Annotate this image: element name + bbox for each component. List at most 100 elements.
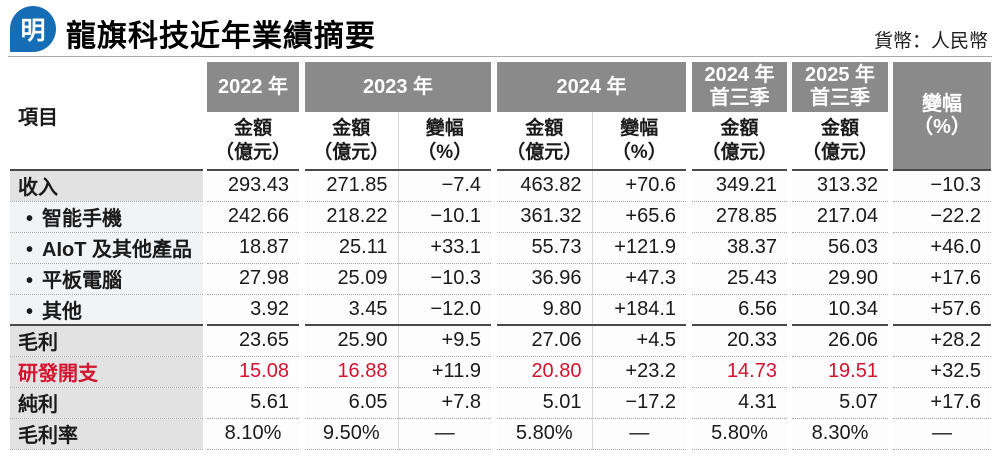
table-cell: 5.07 <box>792 387 888 419</box>
column-gutter <box>787 418 792 449</box>
column-gutter <box>299 170 305 201</box>
column-gutter <box>299 201 305 232</box>
table-cell: +47.3 <box>591 263 686 295</box>
table-cell: 25.11 <box>305 232 398 264</box>
table-row-others: • 其他 3.92 3.45 −12.0 9.80 +184.1 6.56 10.… <box>10 294 991 326</box>
table-cell: 217.04 <box>792 201 888 233</box>
subheader-amount: 金額 （億元） <box>692 112 787 171</box>
table-cell: 20.80 <box>497 356 592 388</box>
year-header-2025q3: 2025 年首三季 <box>792 62 888 112</box>
table-cell: 8.10% <box>207 418 299 450</box>
bullet-icon: • <box>26 270 34 292</box>
row-label: 毛利 <box>10 324 203 357</box>
column-gutter <box>491 263 497 294</box>
column-gutter <box>203 232 207 263</box>
table-cell: 6.05 <box>305 387 398 419</box>
table-cell: +28.2 <box>893 324 991 357</box>
table-cell: 15.08 <box>207 356 299 388</box>
subheader-amount: 金額 （億元） <box>792 112 888 171</box>
table-row-aiot-other: • AIoT 及其他產品 18.87 25.11 +33.1 55.73 +121… <box>10 232 991 264</box>
table-cell: 16.88 <box>305 356 398 388</box>
subheader-change: 變幅 （%） <box>591 112 686 171</box>
table-cell: +57.6 <box>893 294 991 326</box>
column-gutter <box>491 387 497 418</box>
table-cell: 55.73 <box>497 232 592 264</box>
mingpao-logo-icon: 明 <box>10 6 56 52</box>
column-gutter <box>686 201 692 232</box>
row-label: • 其他 <box>10 294 203 326</box>
table-cell: 25.43 <box>692 263 787 295</box>
table-cell: 56.03 <box>792 232 888 264</box>
table-cell: 18.87 <box>207 232 299 264</box>
column-gutter <box>299 294 305 325</box>
table-row-revenue: 收入 293.43 271.85 −7.4 463.82 +70.6 349.2… <box>10 170 991 202</box>
table-cell: 25.09 <box>305 263 398 295</box>
column-gutter <box>888 356 893 387</box>
table-cell: 25.90 <box>305 324 398 357</box>
table-cell: 36.96 <box>497 263 592 295</box>
table-cell: 23.65 <box>207 324 299 357</box>
column-gutter <box>686 170 692 201</box>
table-cell: 6.56 <box>692 294 787 326</box>
table-cell: 3.45 <box>305 294 398 326</box>
table-cell: 27.98 <box>207 263 299 295</box>
column-gutter <box>888 170 893 201</box>
table-cell: 361.32 <box>497 201 592 233</box>
column-gutter <box>888 201 893 232</box>
row-label: • 智能手機 <box>10 201 203 233</box>
table-cell: +7.8 <box>397 387 491 419</box>
year-header-change: 變幅 （%） <box>893 62 991 171</box>
table-cell: 271.85 <box>305 170 398 202</box>
table-cell: −12.0 <box>397 294 491 326</box>
column-gutter <box>686 387 692 418</box>
column-gutter <box>686 418 692 449</box>
table-cell: — <box>591 418 686 450</box>
table-header-years: 項目 2022 年 2023 年 2024 年 2024 年首三季 2025 年… <box>10 62 991 171</box>
column-gutter <box>686 294 692 325</box>
year-header-2024q3: 2024 年首三季 <box>692 62 787 112</box>
table-row-tablets: • 平板電腦 27.98 25.09 −10.3 36.96 +47.3 25.4… <box>10 263 991 295</box>
bullet-icon: • <box>26 239 34 261</box>
table-cell: −7.4 <box>397 170 491 202</box>
column-gutter <box>787 325 792 356</box>
row-label: 研發開支 <box>10 356 203 388</box>
column-gutter <box>203 201 207 232</box>
row-label: • AIoT 及其他產品 <box>10 232 203 264</box>
table-row-gross-profit: 毛利 23.65 25.90 +9.5 27.06 +4.5 20.33 26.… <box>10 324 991 357</box>
table-cell: 5.01 <box>497 387 592 419</box>
column-gutter <box>491 294 497 325</box>
column-gutter <box>888 232 893 263</box>
table-cell: 20.33 <box>692 324 787 357</box>
column-gutter <box>491 62 497 170</box>
table-row-rd-expenses: 研發開支 15.08 16.88 +11.9 20.80 +23.2 14.73… <box>10 356 991 388</box>
table-cell: −22.2 <box>893 201 991 233</box>
subheader-amount: 金額 （億元） <box>207 112 299 171</box>
column-gutter <box>299 356 305 387</box>
table-cell: −10.1 <box>397 201 491 233</box>
logo-glyph: 明 <box>20 18 46 45</box>
table-cell: 463.82 <box>497 170 592 202</box>
column-gutter <box>888 294 893 325</box>
table-cell: +65.6 <box>591 201 686 233</box>
column-gutter <box>299 62 305 170</box>
table-cell: 9.80 <box>497 294 592 326</box>
column-gutter <box>686 232 692 263</box>
bullet-icon: • <box>26 300 34 323</box>
table-cell: 10.34 <box>792 294 888 326</box>
currency-note: 貨幣：人民幣 <box>873 31 988 52</box>
table-cell: −17.2 <box>591 387 686 419</box>
table-cell: 4.31 <box>692 387 787 419</box>
table-cell: 349.21 <box>692 170 787 202</box>
table-cell: 3.92 <box>207 294 299 326</box>
table-header-measures: 金額 （億元） 金額 （億元） 變幅 （%） 金額 （億元） 變幅 （%） 金額 （億元） … <box>10 112 991 171</box>
year-header-2024: 2024 年 <box>497 62 686 112</box>
column-gutter <box>299 263 305 294</box>
column-gutter <box>491 325 497 356</box>
column-gutter <box>491 356 497 387</box>
column-gutter <box>888 263 893 294</box>
subheader-amount: 金額 （億元） <box>497 112 592 171</box>
column-gutter <box>203 325 207 356</box>
column-gutter <box>203 418 207 449</box>
year-header-2022: 2022 年 <box>207 62 299 112</box>
